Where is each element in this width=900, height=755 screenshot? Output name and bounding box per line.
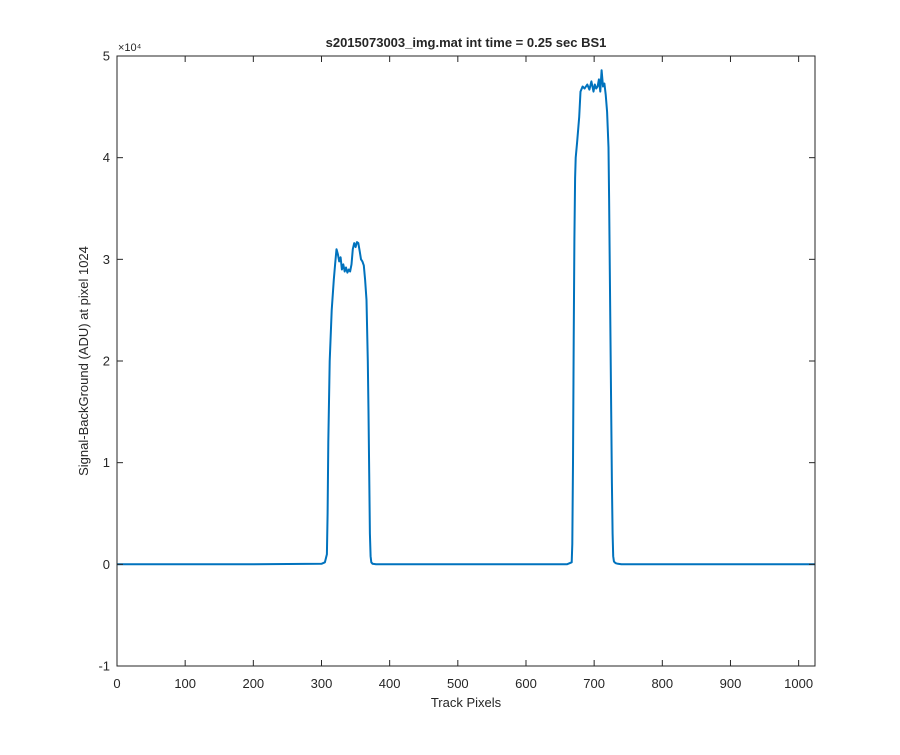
y-tick-label: 5	[103, 49, 110, 64]
x-tick-label: 500	[447, 676, 469, 691]
x-tick-label: 400	[379, 676, 401, 691]
x-tick-label: 100	[174, 676, 196, 691]
plot-area	[117, 56, 815, 666]
x-tick-label: 1000	[784, 676, 813, 691]
y-tick-label: -1	[98, 659, 110, 674]
x-tick-label: 700	[583, 676, 605, 691]
series-layer	[117, 69, 815, 566]
y-tick-label: 0	[103, 557, 110, 572]
x-axis-title: Track Pixels	[431, 695, 502, 710]
x-tick-label: 200	[242, 676, 264, 691]
chart-title: s2015073003_img.mat int time = 0.25 sec …	[326, 35, 607, 50]
x-tick-label: 600	[515, 676, 537, 691]
y-tick-label: 2	[103, 354, 110, 369]
x-tick-label: 0	[113, 676, 120, 691]
y-axis-title: Signal-BackGround (ADU) at pixel 1024	[76, 246, 91, 476]
plot-background	[117, 56, 815, 666]
x-tick-label: 300	[311, 676, 333, 691]
series-line-0	[117, 69, 815, 566]
y-tick-label: 1	[103, 455, 110, 470]
y-axis-exponent-label: ×10⁴	[118, 42, 142, 54]
x-tick-label: 800	[651, 676, 673, 691]
y-tick-label: 4	[103, 150, 110, 165]
y-tick-label: 3	[103, 252, 110, 267]
x-tick-label: 900	[720, 676, 742, 691]
